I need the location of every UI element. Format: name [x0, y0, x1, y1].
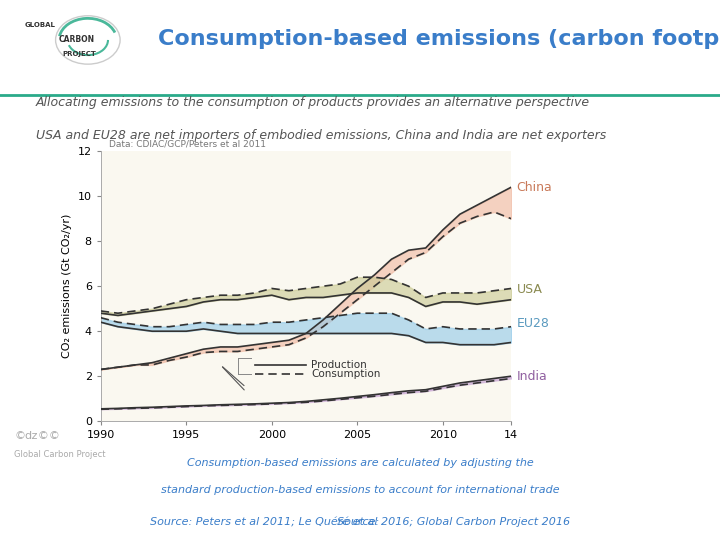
Text: India: India: [517, 370, 547, 383]
Text: ©ǳ©©: ©ǳ©©: [14, 431, 60, 441]
Circle shape: [55, 16, 120, 64]
Text: Consumption: Consumption: [311, 369, 380, 379]
Text: Data: CDIAC/GCP/Peters et al 2011: Data: CDIAC/GCP/Peters et al 2011: [109, 139, 266, 148]
Text: Production: Production: [311, 360, 367, 370]
Text: GLOBAL: GLOBAL: [24, 22, 55, 28]
Text: CARBON: CARBON: [59, 35, 95, 44]
Text: USA and EU28 are net importers of embodied emissions, China and India are net ex: USA and EU28 are net importers of embodi…: [36, 129, 606, 141]
Text: Consumption-based emissions are calculated by adjusting the: Consumption-based emissions are calculat…: [186, 458, 534, 468]
Text: EU28: EU28: [517, 317, 549, 330]
Text: China: China: [517, 181, 552, 194]
Text: Consumption-based emissions (carbon footprint): Consumption-based emissions (carbon foot…: [158, 29, 720, 49]
Text: Source: Peters et al 2011; Le Quéré et al 2016; Global Carbon Project 2016: Source: Peters et al 2011; Le Quéré et a…: [150, 517, 570, 528]
Text: Source:: Source:: [337, 517, 383, 527]
Text: USA: USA: [517, 283, 542, 296]
Text: PROJECT: PROJECT: [63, 51, 96, 57]
Text: standard production-based emissions to account for international trade: standard production-based emissions to a…: [161, 485, 559, 495]
Text: Allocating emissions to the consumption of products provides an alternative pers: Allocating emissions to the consumption …: [36, 96, 590, 109]
Y-axis label: CO₂ emissions (Gt CO₂/yr): CO₂ emissions (Gt CO₂/yr): [62, 214, 72, 359]
Text: Global Carbon Project: Global Carbon Project: [14, 450, 106, 459]
